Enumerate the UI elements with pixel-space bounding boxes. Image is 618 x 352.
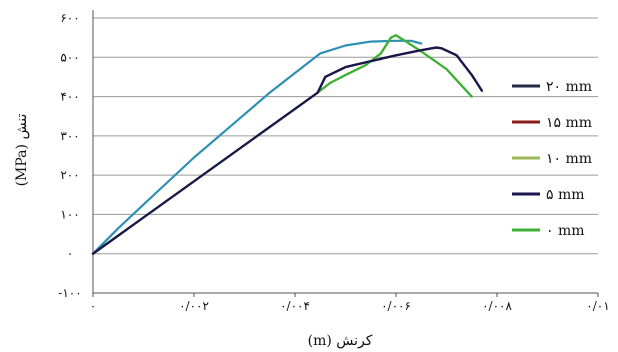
series-lines (91, 34, 483, 255)
y-tick-label: ۵۰۰ (60, 50, 79, 64)
y-tick-label: ۱۰۰ (60, 207, 79, 221)
x-tick-label: ۰/۰۰۴ (280, 299, 310, 313)
x-tick-label: ۰/۰۱ (586, 299, 609, 313)
series-line (91, 46, 483, 255)
x-tick-label: ۰/۰۰۶ (381, 299, 411, 313)
y-axis-label: تنش (MPa) (14, 113, 30, 186)
gridlines (93, 17, 598, 255)
legend-label: ۲۰ mm (546, 79, 592, 95)
y-tick-label: ۴۰۰ (60, 90, 79, 104)
x-axis-label: کرنش (m) (308, 333, 373, 349)
y-tick-labels: ۶۰۰ ۵۰۰ ۴۰۰ ۳۰۰ ۲۰۰ ۱۰۰ ۰ -۱۰۰ (58, 11, 81, 300)
legend-label: ۰ mm (546, 223, 585, 239)
y-tick-label: ۲۰۰ (60, 168, 79, 182)
y-tick-label: ۰ (67, 247, 73, 261)
y-tick-label: ۶۰۰ (60, 11, 79, 25)
x-tick-label: ۰/۰۰۲ (179, 299, 209, 313)
legend-label: ۱۰ mm (546, 151, 592, 167)
y-tick-label: -۱۰۰ (58, 286, 81, 300)
x-tick-label: ۰/۰۰۸ (482, 299, 512, 313)
series-line (91, 39, 423, 255)
series-line (91, 34, 473, 255)
legend: ۲۰ mm ۱۵ mm ۱۰ mm ۵ mm ۰ mm (512, 79, 592, 239)
axes (92, 10, 598, 294)
legend-label: ۱۵ mm (546, 115, 592, 131)
x-tick-label: ۰ (90, 299, 96, 313)
y-tick-label: ۳۰۰ (60, 129, 79, 143)
legend-label: ۵ mm (546, 187, 585, 203)
series-line (91, 34, 473, 255)
x-tick-labels: ۰ ۰/۰۰۲ ۰/۰۰۴ ۰/۰۰۶ ۰/۰۰۸ ۰/۰۱ (90, 293, 610, 313)
